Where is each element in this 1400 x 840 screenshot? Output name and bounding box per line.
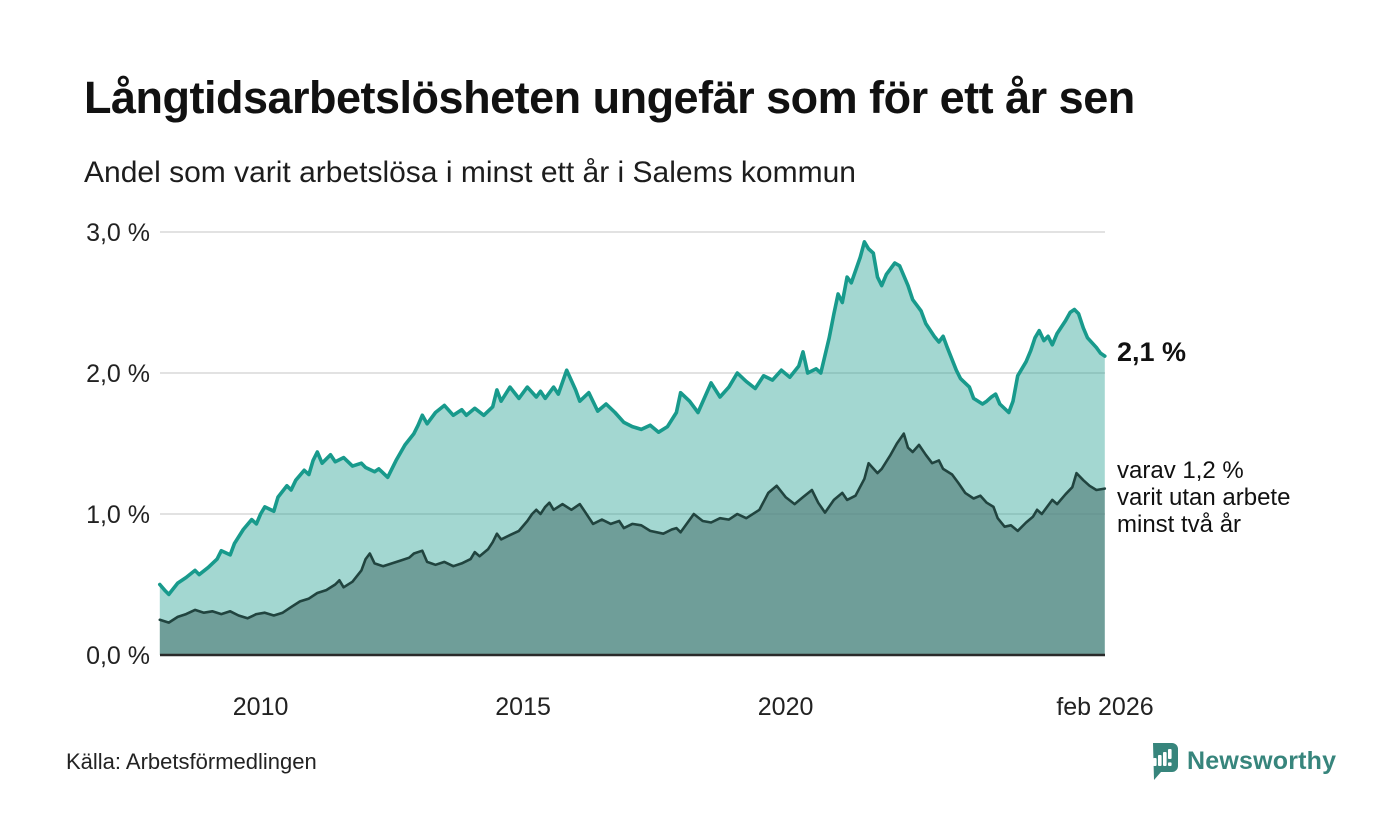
brand-name: Newsworthy (1187, 746, 1337, 775)
lower-series-area (159, 433, 1105, 655)
page-title: Långtidsarbetslösheten ungefär som för e… (84, 72, 1135, 123)
y-tick-label: 2,0 % (86, 360, 150, 388)
secondary-series-annotation: varav 1,2 % varit utan arbete minst två … (1117, 457, 1290, 538)
lower-series-line (158, 432, 1107, 624)
latest-value-label: 2,1 % (1117, 337, 1187, 367)
brand-logo: Newsworthy (1147, 741, 1336, 781)
x-tick-label: 2020 (758, 693, 814, 721)
source-note: Källa: Arbetsförmedlingen (66, 749, 317, 774)
y-tick-label: 3,0 % (86, 219, 150, 247)
chart-subtitle: Andel som varit arbetslösa i minst ett å… (84, 156, 856, 189)
x-tick-label: 2015 (495, 693, 551, 721)
annotation-line: minst två år (1117, 511, 1242, 538)
upper-series-line (158, 240, 1107, 597)
y-tick-label: 1,0 % (86, 501, 150, 529)
y-tick-label: 0,0 % (86, 642, 150, 670)
upper-series-area (159, 241, 1105, 623)
x-tick-label: 2010 (233, 693, 289, 721)
annotation-line: varit utan arbete (1117, 484, 1291, 511)
x-tick-label: feb 2026 (1056, 693, 1153, 721)
newsworthy-bubble-icon (1153, 742, 1178, 780)
annotation-line: varav 1,2 % (1117, 457, 1244, 484)
